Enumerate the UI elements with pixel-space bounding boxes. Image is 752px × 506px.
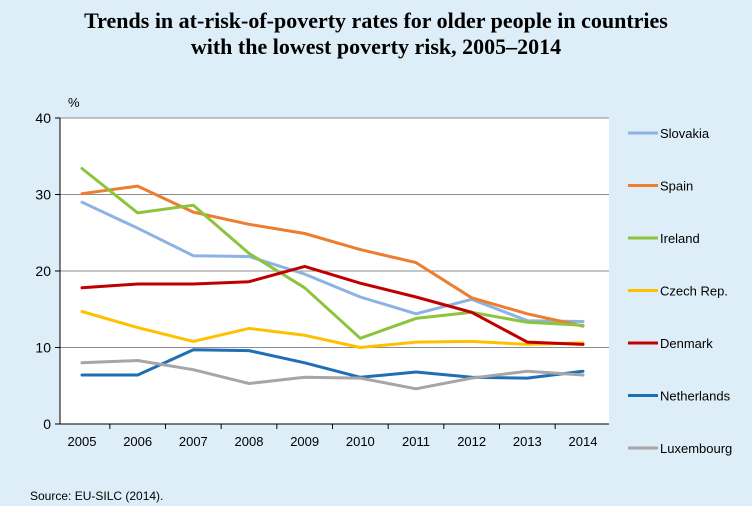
y-tick-label: 0 [43,416,51,432]
y-tick-label: 40 [35,110,51,126]
legend-label-slovakia: Slovakia [660,126,710,141]
y-tick-label: 30 [35,187,51,203]
legend-label-netherlands: Netherlands [660,389,731,404]
x-tick-label: 2011 [402,434,430,449]
series-line-czech-rep [80,310,585,349]
x-tick-label: 2012 [457,434,486,449]
x-tick-label: 2007 [179,434,208,449]
y-tick-label: 20 [35,263,51,279]
series-line-denmark [80,264,585,346]
x-tick-label: 2009 [290,434,319,449]
legend-label-denmark: Denmark [660,336,713,351]
chart-title-line-2: with the lowest poverty risk, 2005–2014 [190,34,562,59]
series-line-netherlands [80,348,585,380]
y-axis-label: % [68,95,80,110]
chart-title-line-1: Trends in at-risk-of-poverty rates for o… [84,8,668,33]
x-tick-label: 2013 [513,434,542,449]
chart-title: Trends in at-risk-of-poverty rates for o… [0,8,752,60]
series-line-slovakia [80,200,585,323]
series-lines [80,167,585,391]
legend-label-ireland: Ireland [660,231,700,246]
series-line-luxembourg [80,359,585,391]
axes: 0 10 20 30 40 2005 2006 2007 2008 2009 2010 2011 201… [35,110,609,449]
x-tick-label: 2006 [123,434,152,449]
legend-label-spain: Spain [660,179,693,194]
y-tick-label: 10 [35,340,51,356]
x-tick-label: 2010 [346,434,375,449]
x-tick-label: 2008 [235,434,264,449]
source-note: Source: EU-SILC (2014). [30,489,164,503]
x-tick-label: 2014 [569,434,598,449]
x-tick-label: 2005 [68,434,97,449]
legend: Slovakia Spain Ireland Czech Rep. Denmark Net… [628,126,732,456]
gridlines-front [60,117,609,348]
series-line-spain [80,184,585,328]
legend-label-czech-rep: Czech Rep. [660,284,728,299]
legend-label-luxembourg: Luxembourg [660,441,732,456]
series-line-ireland [80,167,585,340]
